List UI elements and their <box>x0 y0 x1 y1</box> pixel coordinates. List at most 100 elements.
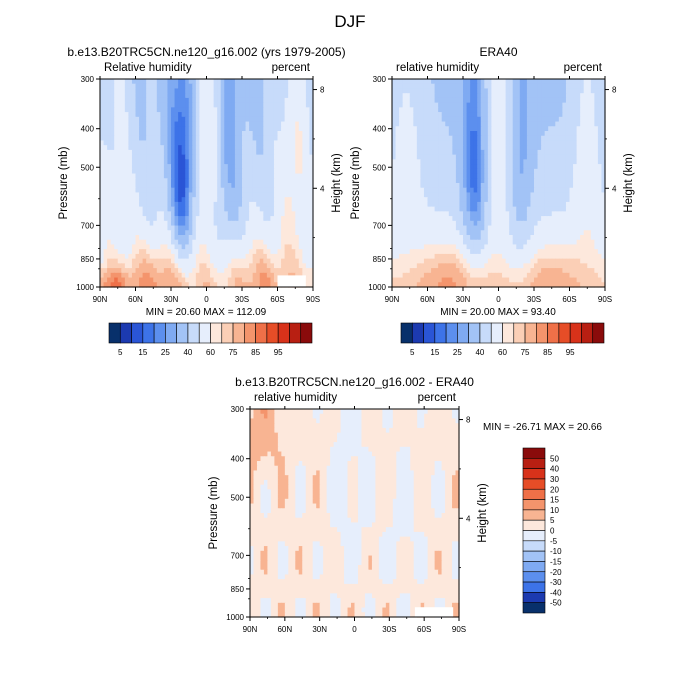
contour-cell <box>181 164 186 170</box>
contour-cell <box>185 107 190 113</box>
contour-cell <box>541 244 546 250</box>
contour-cell <box>245 249 250 255</box>
contour-cell <box>473 112 478 118</box>
contour-cell <box>195 79 200 85</box>
contour-cell <box>291 88 296 94</box>
contour-cell <box>459 244 464 250</box>
contour-cell <box>273 107 279 113</box>
contour-cell <box>121 244 126 250</box>
contour-cell <box>534 88 539 94</box>
contour-cell <box>231 88 236 94</box>
contour-cell <box>477 131 482 137</box>
contour-cell <box>519 93 524 99</box>
contour-cell <box>217 112 222 118</box>
contour-cell <box>281 154 286 160</box>
contour-cell <box>455 216 461 222</box>
contour-cell <box>259 272 264 279</box>
contour-cell <box>163 258 169 264</box>
missing-data-mask <box>277 275 306 287</box>
contour-cell <box>502 154 507 160</box>
contour-cell <box>573 159 578 165</box>
contour-cell <box>484 121 489 127</box>
contour-cell <box>594 216 599 222</box>
contour-cell <box>498 154 503 160</box>
contour-cell <box>470 201 475 208</box>
contour-cell <box>220 244 225 250</box>
contour-cell <box>181 83 186 90</box>
contour-cell <box>206 79 211 85</box>
contour-cell <box>242 145 247 151</box>
contour-cell <box>573 79 578 85</box>
contour-cell <box>259 140 264 146</box>
contour-cell <box>569 154 574 160</box>
contour-cell <box>548 183 553 189</box>
contour-cell <box>185 197 190 203</box>
contour-cell <box>291 131 296 137</box>
contour-cell <box>431 126 436 132</box>
contour-cell <box>494 230 500 236</box>
contour-cell <box>551 168 556 175</box>
contour-cell <box>160 206 165 212</box>
contour-cell <box>302 112 307 118</box>
contour-cell <box>242 192 247 198</box>
contour-cell <box>448 178 453 184</box>
contour-cell <box>455 183 461 189</box>
contour-cell <box>565 187 571 194</box>
contour-cell <box>534 173 539 179</box>
contour-cell <box>509 149 514 156</box>
contour-cell <box>210 168 215 175</box>
contour-cell <box>202 201 208 208</box>
contour-cell <box>188 253 193 260</box>
contour-cell <box>530 102 535 108</box>
contour-cell <box>576 131 581 137</box>
contour-cell <box>305 277 311 283</box>
contour-cell <box>128 178 133 184</box>
contour-cell <box>273 173 279 179</box>
contour-cell <box>537 244 542 250</box>
contour-cell <box>210 206 215 212</box>
contour-cell <box>284 216 289 222</box>
contour-cell <box>245 83 250 90</box>
contour-cell <box>502 107 507 113</box>
contour-cell <box>555 244 560 250</box>
contour-cell <box>416 239 421 246</box>
contour-cell <box>227 107 232 113</box>
contour-cell <box>448 249 453 255</box>
contour-cell <box>583 145 588 151</box>
contour-cell <box>402 112 407 118</box>
contour-cell <box>427 93 432 99</box>
contour-cell <box>220 140 225 146</box>
contour-cell <box>217 83 222 90</box>
contour-cell <box>455 88 461 94</box>
contour-cell <box>210 220 215 227</box>
contour-cell <box>505 116 510 123</box>
contour-cell <box>466 220 471 227</box>
contour-cell <box>107 225 112 231</box>
contour-cell <box>220 277 225 283</box>
contour-cell <box>107 83 112 90</box>
contour-cell <box>452 107 457 113</box>
contour-cell <box>583 249 588 255</box>
contour-cell <box>270 97 275 104</box>
contour-cell <box>220 249 225 255</box>
contour-cell <box>167 159 172 165</box>
contour-cell <box>395 164 400 170</box>
contour-cell <box>427 149 432 156</box>
x-tick-label: 0 <box>204 295 209 304</box>
contour-cell <box>142 197 147 203</box>
contour-cell <box>530 183 535 189</box>
contour-cell <box>548 112 553 118</box>
contour-cell <box>590 249 595 255</box>
contour-cell <box>409 244 414 250</box>
contour-cell <box>249 253 254 260</box>
contour-cell <box>259 282 264 288</box>
contour-cell <box>281 244 286 250</box>
contour-cell <box>530 93 535 99</box>
contour-cell <box>185 140 190 146</box>
contour-cell <box>423 216 429 222</box>
contour-cell <box>427 216 432 222</box>
contour-cell <box>107 239 112 246</box>
contour-cell <box>523 220 528 227</box>
contour-cell <box>124 235 129 241</box>
contour-cell <box>192 168 197 175</box>
